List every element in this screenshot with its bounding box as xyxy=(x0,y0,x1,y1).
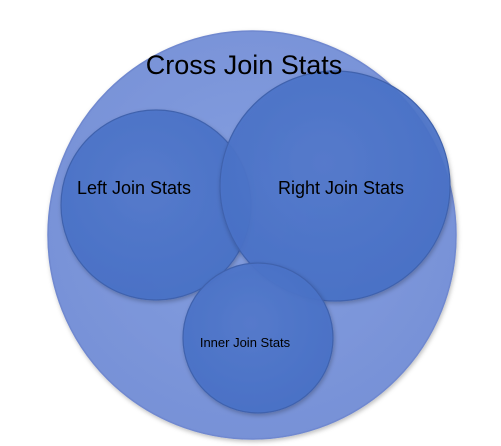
right-join-label: Right Join Stats xyxy=(278,178,404,198)
right-join-circle xyxy=(219,70,451,302)
inner-join-label: Inner Join Stats xyxy=(200,335,291,350)
left-join-label: Left Join Stats xyxy=(77,178,191,198)
cross-join-label: Cross Join Stats xyxy=(146,50,343,80)
inner-join-circle xyxy=(182,262,334,414)
